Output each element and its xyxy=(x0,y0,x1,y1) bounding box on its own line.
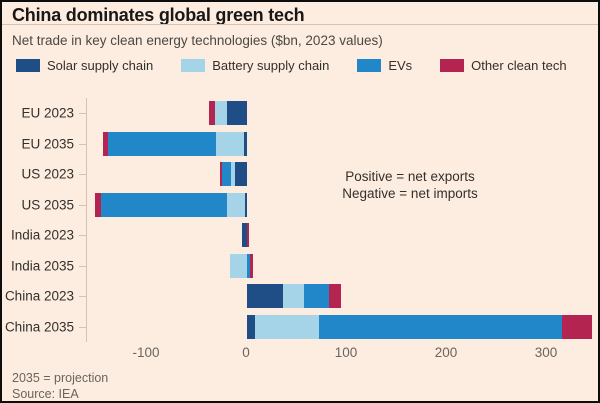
bar-segment-solar xyxy=(247,314,255,339)
category-axis-tick xyxy=(79,143,86,145)
bar-row: China 2023 xyxy=(5,281,592,312)
bar-segment-solar xyxy=(242,223,247,247)
chart-title: China dominates global green tech xyxy=(12,5,305,25)
legend-label-solar: Solar supply chain xyxy=(47,58,154,73)
legend-item-evs: EVs xyxy=(357,58,412,73)
bar-row: US 2035 xyxy=(21,190,592,221)
bar-segment-other xyxy=(250,253,253,278)
bar-segment-battery xyxy=(215,101,227,125)
source-line: Source: IEA xyxy=(12,387,79,401)
legend-swatch-other xyxy=(440,59,465,72)
bar-segment-other xyxy=(103,131,108,156)
category-label: China 2023 xyxy=(4,288,74,304)
annotation-line-2: Negative = net imports xyxy=(342,186,478,201)
x-tick-label: -100 xyxy=(132,345,160,360)
x-axis: -100 0 100 200 300 xyxy=(86,345,591,363)
footnote: 2035 = projection xyxy=(12,371,109,385)
bar-segment-battery xyxy=(227,192,245,217)
bar-segment-solar xyxy=(245,192,247,217)
bar-segment-other xyxy=(562,314,592,339)
legend-label-battery: Battery supply chain xyxy=(212,58,330,73)
x-tick-label: 0 xyxy=(242,345,250,360)
category-axis-tick xyxy=(79,296,86,298)
bar-row: US 2023 xyxy=(21,159,592,190)
legend-swatch-evs xyxy=(357,59,382,72)
category-label: EU 2035 xyxy=(21,136,74,152)
bar-segment-other xyxy=(220,162,222,186)
bar-segment-evs xyxy=(222,162,231,186)
bar-segment-solar xyxy=(244,131,247,156)
category-label: EU 2023 xyxy=(21,105,74,121)
bar-segment-other xyxy=(329,284,341,308)
bar-row: China 2035 xyxy=(5,312,592,343)
annotation: Positive = net exports Negative = net im… xyxy=(340,168,480,202)
category-axis-tick xyxy=(79,265,86,267)
bar-segment-solar xyxy=(247,284,283,308)
legend-swatch-battery xyxy=(181,59,206,72)
category-axis-tick xyxy=(79,174,86,176)
x-tick-label: 300 xyxy=(534,345,558,360)
bar-segment-solar xyxy=(235,162,247,186)
annotation-line-1: Positive = net exports xyxy=(345,169,475,184)
chart-subtitle: Net trade in key clean energy technologi… xyxy=(12,33,383,48)
legend-item-solar: Solar supply chain xyxy=(16,58,153,73)
bar-segment-other xyxy=(247,223,249,247)
category-label: US 2023 xyxy=(21,166,74,182)
bar-segment-evs xyxy=(247,253,250,278)
x-tick-label: 100 xyxy=(334,345,358,360)
category-axis-tick xyxy=(79,326,86,328)
bar-segment-battery xyxy=(283,284,304,308)
legend-label-evs: EVs xyxy=(388,58,413,73)
legend: Solar supply chain Battery supply chain … xyxy=(16,58,567,73)
plot-area: EU 2023 EU 2035 US 2023 US 2035 India 2023 In… xyxy=(5,98,592,343)
x-tick-label: 200 xyxy=(434,345,458,360)
category-axis-tick xyxy=(79,204,86,206)
bar-segment-other xyxy=(209,101,215,125)
legend-label-other: Other clean tech xyxy=(471,58,567,73)
category-axis-tick xyxy=(79,113,86,115)
category-label: US 2035 xyxy=(21,197,74,213)
bar-segment-evs xyxy=(304,284,329,308)
bar-segment-evs xyxy=(108,131,216,156)
title-divider xyxy=(2,24,598,25)
category-label: China 2035 xyxy=(4,319,74,335)
bar-row: India 2023 xyxy=(11,220,592,251)
bar-segment-other xyxy=(95,192,101,217)
bar-row: India 2035 xyxy=(11,251,592,282)
bar-row: EU 2035 xyxy=(21,129,592,160)
category-axis-tick xyxy=(79,235,86,237)
bar-segment-evs xyxy=(101,192,227,217)
legend-item-battery: Battery supply chain xyxy=(181,58,329,73)
legend-swatch-solar xyxy=(16,59,40,72)
bar-row: EU 2023 xyxy=(21,98,592,129)
category-label: India 2023 xyxy=(10,227,74,243)
bar-segment-battery xyxy=(230,253,247,278)
bar-segment-solar xyxy=(227,101,247,125)
bar-segment-battery xyxy=(255,314,319,339)
bar-segment-battery xyxy=(231,162,235,186)
category-label: India 2035 xyxy=(10,258,74,274)
bar-segment-battery xyxy=(216,131,244,156)
legend-item-other: Other clean tech xyxy=(440,58,567,73)
bar-segment-evs xyxy=(319,314,562,339)
